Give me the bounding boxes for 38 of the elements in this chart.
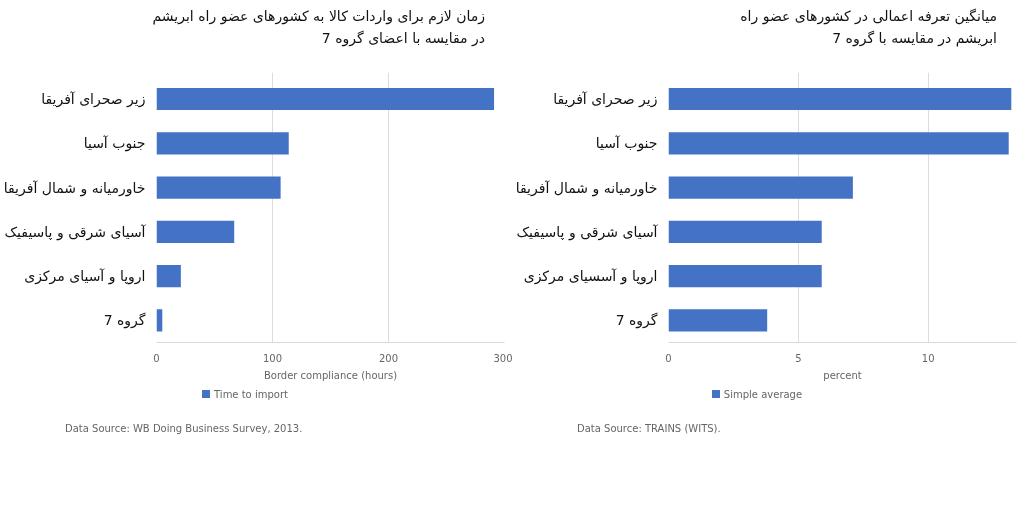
y-tick-label: اروپا و آسیای مرکزی [24,268,146,286]
bar [156,132,289,155]
y-tick-label: جنوب آسیا [595,135,658,153]
legend-label: Simple average [722,388,803,402]
legend-label: Time to import [213,388,288,402]
y-tick-label: گروه 7 [103,312,146,330]
x-tick-label: 10 [921,352,935,364]
bar [668,220,822,243]
source-note: Data Source: WB Doing Business Survey, 2013. [65,422,303,436]
y-tick-label: زیر صحرای آفریقا [41,91,146,109]
bar [156,176,281,199]
x-tick-label: 200 [378,352,399,364]
x-axis-title: Border compliance (hours) [263,369,398,381]
chart-title: میانگین تعرفه اعمالی در کشورهای عضو راه ابریشم در مقایسه با گروه 7 [740,7,997,49]
bar [156,87,495,111]
bar [668,176,853,199]
y-tick-label: خاورمیانه و شمال آفریقا [515,179,658,197]
y-tick-label: گروه 7 [615,312,658,330]
bar [156,265,181,288]
bar [668,309,768,332]
x-tick-label: 5 [795,352,802,364]
chart-title: زمان لازم برای واردات کالا به کشورهای عضو راه ابریشم در مقایسه با اعضای گروه 7 [152,7,485,49]
source-note: Data Source: TRAINS (WITS). [577,422,721,436]
bar [668,265,822,288]
y-tick-label: اروپا و آسسیای مرکزی [523,268,658,286]
x-tick-label: 300 [493,352,513,364]
y-tick-label: آسیای شرقی و پاسیفیک [4,223,147,241]
y-tick-label: آسیای شرقی و پاسیفیک [516,223,659,241]
x-tick-label: 0 [153,352,160,364]
y-tick-label: زیر صحرای آفریقا [553,91,658,109]
bar [668,132,1009,155]
y-tick-label: خاورمیانه و شمال آفریقا [3,179,146,197]
bar [156,220,235,243]
x-tick-label: 100 [262,352,283,364]
x-axis-title: percent [823,369,862,381]
bar [668,87,1012,111]
x-tick-label: 0 [665,352,672,364]
y-tick-label: جنوب آسیا [83,135,146,153]
